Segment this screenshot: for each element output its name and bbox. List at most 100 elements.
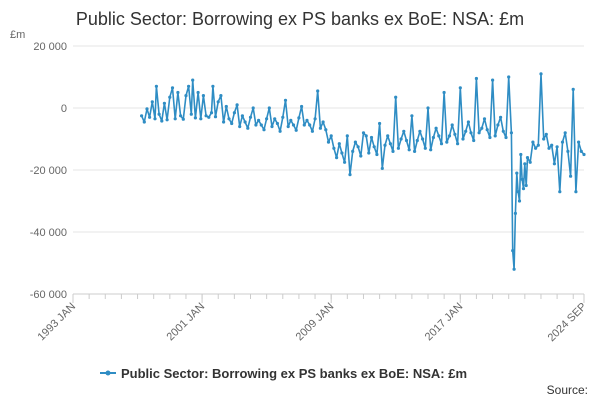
data-point — [499, 115, 503, 119]
data-point — [230, 121, 234, 126]
data-point — [240, 114, 244, 118]
data-point — [356, 145, 360, 149]
data-point — [170, 86, 175, 90]
data-point — [209, 111, 214, 115]
data-point — [511, 249, 515, 253]
data-point — [509, 131, 513, 135]
data-point — [507, 75, 511, 79]
data-point — [453, 132, 457, 136]
data-point — [378, 121, 382, 126]
y-axis-ticks: 20 000 0 -20 000 -40 000 -60 000 — [30, 41, 67, 301]
data-point — [251, 106, 255, 110]
x-tick-label: 2024 SEP — [546, 301, 590, 345]
data-point — [254, 123, 258, 127]
data-point — [193, 116, 197, 120]
data-point — [496, 123, 500, 127]
data-point — [286, 125, 290, 129]
data-point — [456, 142, 460, 146]
data-point — [216, 100, 220, 104]
data-point — [520, 177, 524, 181]
data-point — [267, 106, 271, 110]
data-point — [480, 126, 484, 130]
data-point — [154, 84, 158, 88]
data-point — [418, 129, 422, 133]
data-point — [201, 94, 205, 98]
data-point — [515, 171, 519, 175]
data-point — [189, 112, 193, 116]
data-point — [450, 123, 454, 127]
data-point — [524, 183, 528, 188]
data-point — [345, 134, 349, 138]
data-point — [332, 146, 336, 150]
data-point — [445, 140, 449, 144]
data-point — [519, 152, 523, 157]
data-point — [563, 131, 567, 135]
data-point — [281, 115, 285, 119]
data-point — [525, 156, 530, 160]
data-point — [367, 151, 371, 155]
x-tick-label: 2001 JAN — [165, 301, 208, 344]
data-point — [310, 129, 314, 133]
data-point — [179, 114, 183, 118]
data-point — [340, 151, 344, 155]
data-point — [399, 137, 403, 141]
data-point — [153, 117, 157, 121]
data-point — [168, 95, 172, 99]
data-point — [380, 166, 384, 170]
y-tick-label: -40 000 — [30, 227, 67, 239]
data-point — [140, 114, 144, 118]
data-point — [278, 129, 282, 133]
data-point — [544, 132, 548, 136]
data-point — [165, 118, 169, 122]
data-point — [369, 135, 374, 140]
data-point — [313, 117, 317, 121]
data-point — [150, 100, 154, 104]
data-point — [318, 126, 322, 130]
data-point — [337, 142, 341, 146]
data-point — [434, 126, 438, 130]
data-point — [259, 123, 263, 127]
data-point — [326, 140, 331, 144]
data-point — [243, 120, 247, 124]
data-point — [248, 115, 253, 119]
data-point — [410, 114, 414, 118]
legend-series-label: Public Sector: Borrowing ex PS banks ex … — [121, 366, 467, 381]
data-point — [246, 126, 250, 130]
legend[interactable]: Public Sector: Borrowing ex PS banks ex … — [100, 366, 467, 381]
grid-lines — [73, 45, 584, 295]
data-point — [539, 72, 543, 76]
data-point — [204, 114, 208, 118]
data-point — [329, 134, 333, 138]
data-point — [474, 76, 478, 81]
data-point — [577, 140, 581, 144]
data-point — [160, 119, 164, 123]
data-point — [512, 267, 516, 271]
data-point — [184, 94, 188, 98]
data-point — [516, 190, 520, 194]
data-point — [351, 149, 355, 153]
x-tick-label: 2009 JAN — [294, 301, 337, 344]
data-point — [501, 129, 505, 133]
data-point — [421, 137, 425, 141]
data-point — [550, 143, 554, 147]
data-point — [191, 78, 195, 82]
data-point — [176, 90, 180, 95]
data-point — [404, 138, 409, 143]
data-point — [207, 115, 211, 119]
data-point — [437, 134, 441, 138]
data-point — [413, 149, 417, 153]
data-point — [335, 156, 339, 160]
data-point — [542, 137, 546, 141]
data-point — [372, 145, 376, 149]
data-point — [488, 135, 492, 140]
data-point — [493, 134, 497, 138]
data-point — [464, 129, 468, 133]
data-point — [302, 123, 306, 127]
data-point — [181, 117, 185, 121]
data-point — [145, 107, 149, 111]
data-point — [388, 142, 392, 146]
data-point — [364, 134, 368, 138]
data-point — [211, 84, 215, 88]
data-point — [574, 190, 578, 194]
data-point — [521, 187, 526, 191]
